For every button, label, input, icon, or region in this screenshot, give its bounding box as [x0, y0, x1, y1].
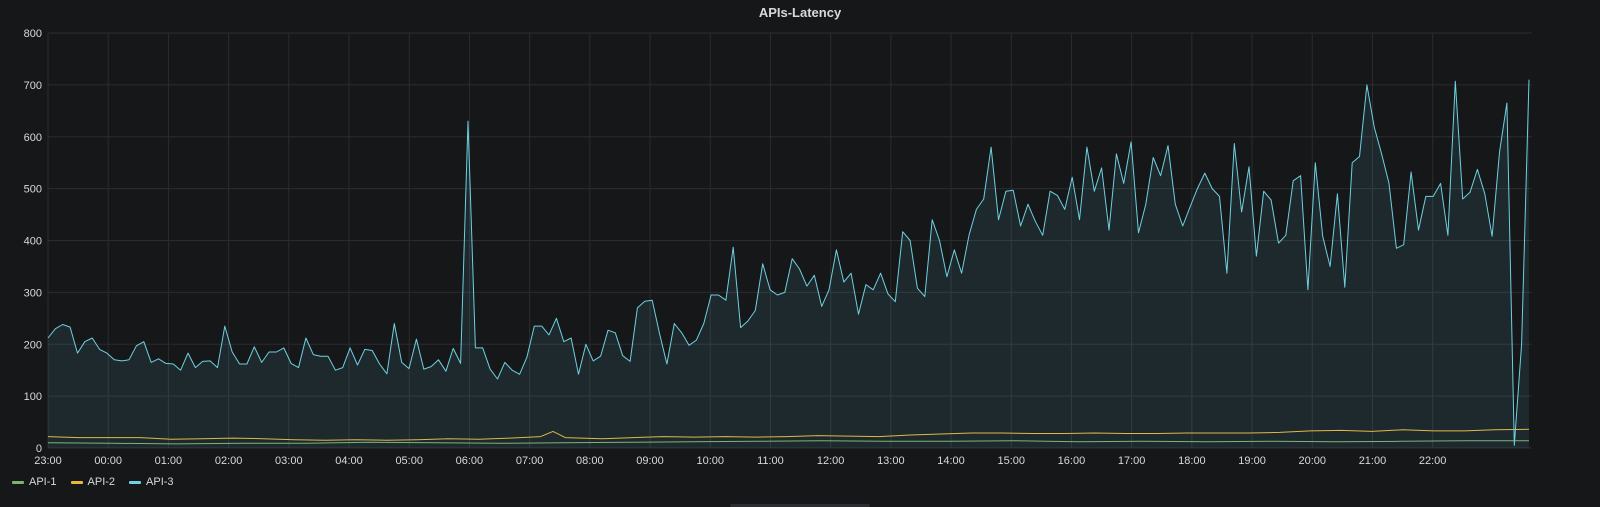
x-tick-label: 20:00 — [1298, 455, 1326, 467]
x-tick-label: 15:00 — [997, 455, 1025, 467]
x-tick-label: 00:00 — [94, 455, 122, 467]
x-tick-label: 04:00 — [335, 455, 363, 467]
legend-label: API-3 — [146, 476, 174, 488]
y-tick-label: 300 — [24, 287, 42, 299]
legend-swatch — [129, 480, 142, 484]
x-tick-label: 02:00 — [215, 455, 243, 467]
x-tick-label: 08:00 — [576, 455, 604, 467]
x-tick-label: 07:00 — [516, 455, 544, 467]
x-tick-label: 05:00 — [395, 455, 423, 467]
y-tick-label: 600 — [24, 132, 42, 144]
x-tick-label: 01:00 — [155, 455, 183, 467]
legend-swatch — [12, 480, 24, 484]
x-tick-label: 12:00 — [817, 455, 845, 467]
legend-item-api-1[interactable]: API-1 — [12, 476, 57, 488]
legend-swatch — [70, 480, 83, 484]
legend-label: API-1 — [29, 476, 57, 488]
series-line-api-3 — [47, 79, 1530, 446]
y-tick-label: 100 — [24, 391, 42, 403]
resize-handle[interactable] — [730, 504, 870, 507]
x-tick-label: 14:00 — [937, 455, 965, 467]
x-tick-label: 23:00 — [34, 455, 62, 467]
y-tick-label: 200 — [24, 339, 42, 351]
x-tick-label: 19:00 — [1238, 455, 1266, 467]
x-tick-label: 21:00 — [1359, 455, 1387, 467]
y-tick-label: 700 — [24, 80, 42, 92]
legend: API-1 API-2 API-3 — [12, 476, 174, 488]
legend-item-api-2[interactable]: API-2 — [70, 476, 116, 488]
series-area-api-3 — [48, 79, 1529, 448]
y-tick-label: 800 — [24, 28, 42, 40]
series-line-api-1 — [47, 440, 1529, 445]
x-tick-label: 17:00 — [1118, 455, 1146, 467]
series-line-api-2 — [47, 428, 1530, 441]
x-tick-label: 09:00 — [636, 455, 664, 467]
x-tick-label: 11:00 — [757, 455, 784, 467]
y-tick-label: 500 — [24, 184, 42, 196]
x-tick-label: 18:00 — [1178, 455, 1206, 467]
panel-title[interactable]: APIs-Latency — [758, 5, 842, 20]
x-tick-label: 16:00 — [1058, 455, 1086, 467]
legend-item-api-3[interactable]: API-3 — [129, 476, 174, 488]
x-tick-label: 03:00 — [275, 455, 303, 467]
legend-label: API-2 — [87, 476, 116, 488]
y-tick-label: 0 — [36, 443, 42, 455]
x-tick-label: 06:00 — [456, 455, 484, 467]
x-tick-label: 13:00 — [877, 455, 905, 467]
x-tick-label: 22:00 — [1419, 455, 1447, 467]
chart-plot[interactable]: 0 100 200 300 400 500 600 700 800 23:00 00:00 01:00… — [0, 0, 1600, 470]
x-tick-label: 10:00 — [696, 455, 724, 467]
y-tick-label: 400 — [24, 236, 42, 248]
